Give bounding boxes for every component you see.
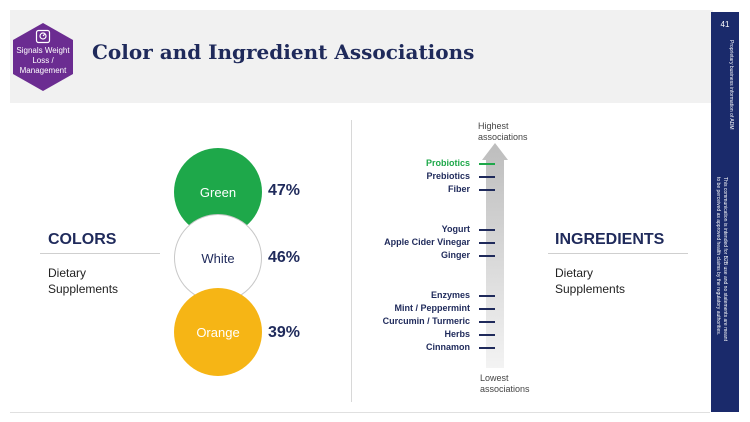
orange-percent: 39% <box>268 324 301 341</box>
header-bar <box>10 10 713 103</box>
color-circle-white: White <box>174 214 262 302</box>
highest-associations-label: Highest associations <box>478 121 528 142</box>
section-divider <box>351 120 352 402</box>
ingredient-tick <box>479 295 495 297</box>
ingredient-label: Curcumin / Turmeric <box>382 316 470 326</box>
ingredients-subtitle: Dietary Supplements <box>555 266 626 296</box>
signals-badge: Signals Weight Loss / Management <box>12 22 74 92</box>
ingredient-tick <box>479 321 495 323</box>
colors-subtitle: Dietary Supplements <box>48 266 119 296</box>
ranking-arrow <box>482 143 508 368</box>
b2b-notice-line-1: This communication is intended for B2B u… <box>722 177 728 341</box>
color-label-white: White <box>201 250 235 266</box>
color-circle-green: Green <box>174 148 262 236</box>
ingredient-tick <box>479 308 495 310</box>
ingredient-tick <box>479 163 495 165</box>
page-number: 41 <box>720 20 730 29</box>
green-percent: 47% <box>268 182 301 199</box>
colors-rule <box>40 253 160 254</box>
ingredient-label: Herbs <box>444 329 470 339</box>
white-percent: 46% <box>268 249 301 266</box>
ingredient-label: Fiber <box>447 184 470 194</box>
footer-line <box>10 412 710 413</box>
ingredient-label: Cinnamon <box>426 342 470 352</box>
ingredient-tick <box>479 347 495 349</box>
ingredient-label: Mint / Peppermint <box>394 303 470 313</box>
ingredient-tick <box>479 242 495 244</box>
ingredient-tick <box>479 189 495 191</box>
color-label-green: Green <box>199 184 237 200</box>
proprietary-notice: Proprietary business information of ADM <box>728 40 734 130</box>
ingredient-tick <box>479 176 495 178</box>
colors-heading: COLORS <box>48 231 117 248</box>
ingredient-label: Enzymes <box>430 290 470 300</box>
color-label-orange: Orange <box>196 324 240 340</box>
ingredient-tick <box>479 334 495 336</box>
ingredients-rule <box>548 253 688 254</box>
ingredient-label: Apple Cider Vinegar <box>384 237 470 247</box>
ingredient-tick <box>479 255 495 257</box>
ingredient-label: Probiotics <box>425 158 470 168</box>
ingredient-label: Yogurt <box>441 224 470 234</box>
ingredient-tick <box>479 229 495 231</box>
right-sidebar: 41 Proprietary business information of A… <box>711 12 739 412</box>
scale-icon <box>35 29 51 44</box>
ingredients-heading: INGREDIENTS <box>555 231 665 248</box>
page-title: Color and Ingredient Associations <box>92 40 475 64</box>
lowest-associations-label: Lowest associations <box>480 373 530 394</box>
color-circle-orange: Orange <box>174 288 262 376</box>
ingredient-label: Ginger <box>440 250 470 260</box>
ingredient-label: Prebiotics <box>426 171 470 181</box>
badge-text: Signals Weight Loss / Management <box>16 46 70 75</box>
b2b-notice-line-2: to be perceived as approved health claim… <box>715 177 721 336</box>
hexagon-badge-shape <box>13 23 73 91</box>
